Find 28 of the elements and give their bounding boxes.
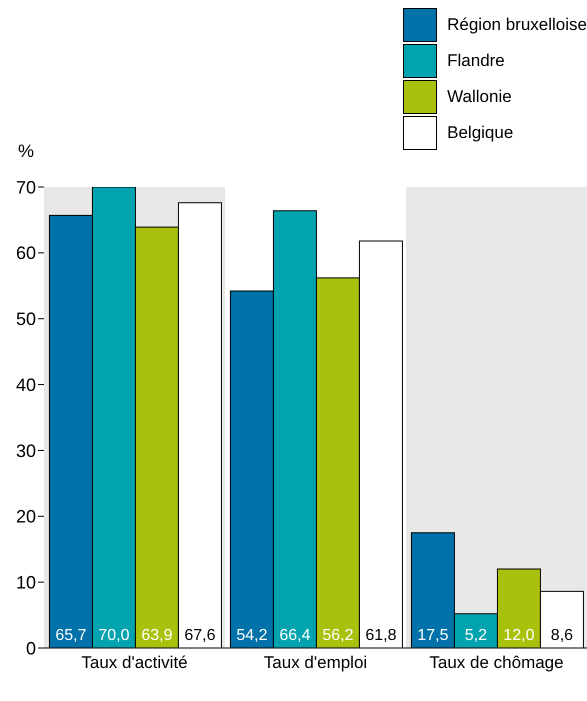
text: 67,6 (184, 627, 216, 644)
x-tick-label: Taux d'activité (81, 653, 188, 672)
text: 5,2 (464, 627, 488, 644)
text: 70,0 (98, 627, 130, 644)
text: 65,7 (55, 627, 86, 644)
y-tick-label: 20 (16, 506, 36, 527)
text: 56,2 (322, 627, 354, 644)
y-tick-label: 0 (26, 638, 36, 658)
y-tick-label: 10 (16, 572, 36, 593)
legend-label: Région bruxelloise (447, 15, 587, 35)
y-tick-label: 40 (16, 374, 36, 395)
text: 61,8 (365, 627, 396, 644)
y-axis-title: % (18, 141, 34, 161)
legend-label: Wallonie (447, 87, 512, 107)
y-tick-label: 50 (16, 309, 36, 330)
y-tick-label: 70 (16, 177, 36, 198)
legend-label: Belgique (447, 123, 514, 143)
x-tick-label: Taux d'emploi (264, 653, 368, 672)
legend-label: Flandre (447, 51, 505, 71)
text: 66,4 (279, 627, 310, 644)
text: 8,6 (550, 627, 574, 644)
x-tick-label: Taux de chômage (429, 653, 564, 672)
text: 12,0 (503, 627, 534, 644)
y-tick-label: 30 (16, 440, 36, 461)
y-tick-label: 60 (16, 243, 36, 264)
text: 54,2 (236, 627, 268, 644)
text: 17,5 (417, 627, 448, 644)
text: 63,9 (141, 627, 172, 644)
